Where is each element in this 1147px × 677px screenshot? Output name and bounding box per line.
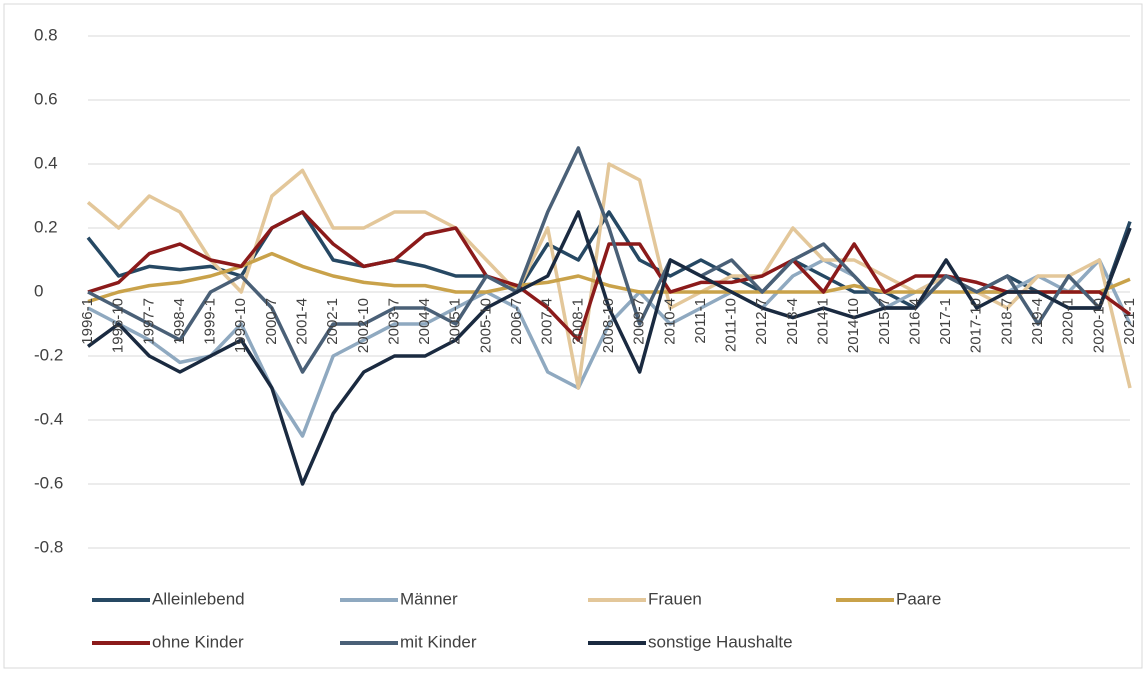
x-tick-label: 2005-10 [477, 298, 494, 353]
legend-label: Paare [896, 589, 941, 608]
x-tick-label: 2011-1 [692, 298, 709, 344]
x-tick-label: 2014-10 [845, 298, 862, 353]
x-tick-label: 2006-7 [508, 298, 525, 345]
legend-label: Frauen [648, 589, 702, 608]
legend-label: mit Kinder [400, 632, 477, 651]
x-tick-label: 1996-10 [110, 298, 127, 353]
x-tick-label: 2010-4 [661, 298, 678, 345]
x-tick-label: 2000-7 [263, 298, 280, 345]
x-tick-label: 2005-1 [447, 298, 464, 345]
x-tick-label: 2012-7 [753, 298, 770, 345]
x-tick-label: 2004-4 [416, 298, 433, 345]
chart-border [3, 3, 1143, 669]
y-tick-label: 0 [34, 281, 43, 300]
y-tick-label: 0.4 [34, 153, 58, 172]
y-tick-label: -0.8 [34, 537, 63, 556]
x-tick-label: 2007-4 [539, 298, 556, 345]
y-tick-label: 0.2 [34, 217, 58, 236]
x-tick-label: 2008-1 [569, 298, 586, 345]
x-tick-label: 2003-7 [385, 298, 402, 345]
x-tick-label: 2019-4 [1029, 298, 1046, 345]
y-tick-label: -0.4 [34, 409, 63, 428]
x-tick-label: 1998-4 [171, 298, 188, 345]
x-tick-label: 1999-1 [202, 298, 219, 345]
y-tick-label: -0.6 [34, 473, 63, 492]
x-tick-label: 2002-10 [355, 298, 372, 353]
legend-label: Männer [400, 589, 458, 608]
x-tick-label: 2017-1 [937, 298, 954, 345]
series-line [86, 210, 1132, 486]
x-tick-label: 2001-4 [293, 298, 310, 345]
x-tick-label: 1999-10 [232, 298, 249, 353]
x-tick-label: 2013-4 [784, 298, 801, 345]
y-tick-label: 0.6 [34, 89, 58, 108]
x-tick-label: 2021-1 [1121, 298, 1138, 345]
series-line [87, 251, 1131, 304]
x-tick-label: 1996-1 [79, 298, 96, 345]
x-tick-label: 2017-10 [968, 298, 985, 353]
legend-label: Alleinlebend [152, 589, 245, 608]
x-tick-label: 1997-7 [140, 298, 157, 345]
x-tick-label: 2014-1 [814, 298, 831, 345]
x-tick-label: 2020-1 [1060, 298, 1077, 345]
x-tick-label: 2015-7 [876, 298, 893, 345]
x-tick-label: 2011-10 [723, 298, 740, 352]
legend-label: sonstige Haushalte [648, 632, 793, 651]
series-line [86, 162, 1132, 390]
y-tick-label: -0.2 [34, 345, 63, 364]
x-tick-label: 2002-1 [324, 298, 341, 345]
x-tick-label: 2018-7 [998, 298, 1015, 345]
x-tick-label: 2020-10 [1090, 298, 1107, 353]
series-line [87, 146, 1132, 374]
x-tick-label: 2009-7 [631, 298, 648, 345]
y-tick-label: 0.8 [34, 25, 58, 44]
legend-label: ohne Kinder [152, 632, 244, 651]
x-tick-label: 2016-4 [906, 298, 923, 345]
x-tick-label: 2008-10 [600, 298, 617, 353]
